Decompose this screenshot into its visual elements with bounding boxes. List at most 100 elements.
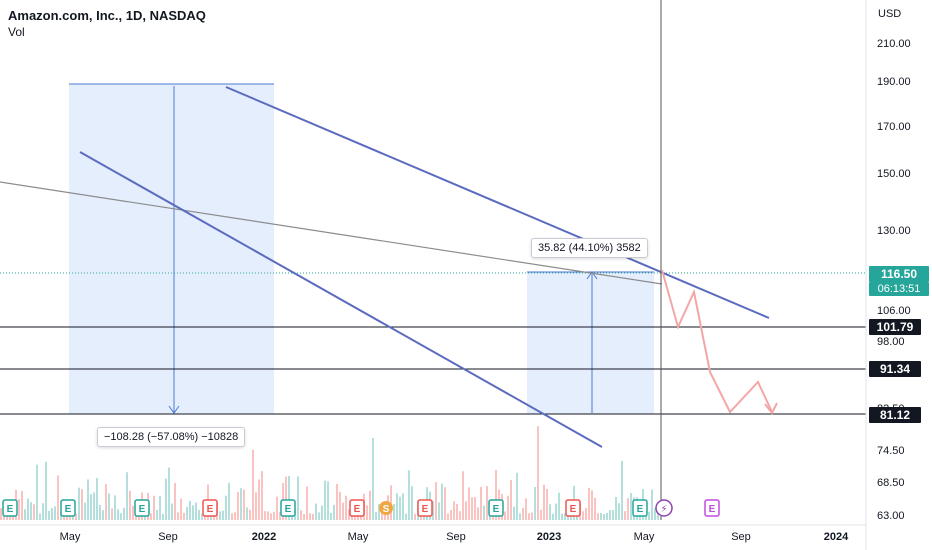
- volume-bar: [342, 502, 344, 520]
- event-letter: E: [207, 504, 214, 515]
- forecast-arrowhead: [764, 402, 778, 415]
- volume-bar: [468, 487, 470, 520]
- volume-bar: [96, 478, 98, 520]
- volume-bar: [117, 509, 119, 520]
- volume-bar: [243, 489, 245, 520]
- y-tick-label: 190.00: [877, 76, 911, 88]
- volume-bar: [60, 512, 62, 520]
- x-tick-label: Sep: [158, 531, 178, 543]
- volume-bar: [432, 501, 434, 520]
- event-letter: E: [709, 504, 716, 515]
- volume-bar: [279, 512, 281, 520]
- volume-bar: [450, 510, 452, 520]
- event-letter: E: [139, 504, 146, 515]
- volume-bar: [588, 487, 590, 520]
- volume-bar: [273, 511, 275, 520]
- volume-bar: [564, 513, 566, 520]
- volume-bar: [267, 511, 269, 520]
- volume-bar: [555, 503, 557, 520]
- volume-bar: [516, 472, 518, 520]
- volume-bar: [414, 513, 416, 520]
- volume-bar: [609, 510, 611, 520]
- volume-bar: [612, 509, 614, 520]
- lightning-event-glyph: ⚡: [660, 504, 667, 515]
- earnings-event-icon: [417, 499, 433, 517]
- measure-box-rise: [527, 272, 654, 414]
- volume-bar: [132, 505, 134, 520]
- volume-bar: [57, 475, 59, 520]
- volume-bar: [153, 495, 155, 520]
- volume-bar: [249, 509, 251, 520]
- volume-bar: [603, 513, 605, 520]
- volume-bar: [648, 511, 650, 520]
- volume-bar: [54, 506, 56, 520]
- volume-bar: [459, 511, 461, 520]
- volume-bar: [618, 503, 620, 520]
- volume-bar: [474, 497, 476, 520]
- volume-bar: [615, 496, 617, 520]
- forecast-path: [661, 269, 773, 414]
- volume-bar: [318, 512, 320, 520]
- volume-bar: [624, 511, 626, 520]
- volume-bar: [36, 464, 38, 520]
- measure-arrowhead-rise: [586, 271, 598, 280]
- volume-bar: [75, 513, 77, 520]
- volume-bar: [51, 507, 53, 520]
- volume-bar: [504, 511, 506, 520]
- volume-bar: [18, 499, 20, 520]
- volume-bar: [198, 509, 200, 520]
- volume-bar: [396, 493, 398, 520]
- volume-bar: [258, 479, 260, 520]
- volume-bar: [393, 504, 395, 520]
- volume-bar: [306, 486, 308, 520]
- volume-bar: [150, 513, 152, 520]
- volume-bar: [378, 503, 380, 520]
- volume-bar: [477, 507, 479, 520]
- volume-bar: [102, 510, 104, 520]
- volume-bar: [81, 489, 83, 520]
- volume-bar: [168, 467, 170, 520]
- measure-label-rise: 35.82 (44.10%) 3582: [531, 238, 648, 258]
- volume-bar: [45, 461, 47, 520]
- earnings-event-icon: [704, 499, 720, 517]
- y-tick-label: 63.00: [877, 510, 905, 522]
- volume-bar: [261, 471, 263, 520]
- volume-bar: [315, 503, 317, 520]
- x-tick-label: May: [60, 531, 81, 543]
- x-tick-label: Sep: [731, 531, 751, 543]
- y-tick-label: 106.00: [877, 305, 911, 317]
- volume-bar: [222, 510, 224, 520]
- volume-bar: [303, 513, 305, 520]
- volume-bar: [408, 470, 410, 520]
- countdown-tag: 06:13:51: [869, 282, 929, 296]
- volume-bar: [369, 490, 371, 520]
- volume-bar: [546, 488, 548, 520]
- volume-bar: [585, 508, 587, 520]
- earnings-event-icon: [349, 499, 365, 517]
- volume-bar: [189, 500, 191, 520]
- event-letter: E: [65, 504, 72, 515]
- event-letter: E: [422, 504, 429, 515]
- chart-header: Amazon.com, Inc., 1D, NASDAQ Vol: [8, 8, 206, 39]
- volume-bar: [111, 508, 113, 520]
- earnings-event-icon: [60, 499, 76, 517]
- gray-trendline: [0, 181, 663, 285]
- volume-bar: [327, 481, 329, 520]
- volume-bar: [390, 485, 392, 520]
- x-tick-label: 2024: [824, 531, 849, 543]
- event-letter: E: [493, 504, 500, 515]
- volume-bar: [438, 502, 440, 520]
- volume-bar: [270, 513, 272, 520]
- volume-bar: [246, 507, 248, 520]
- volume-bar: [87, 479, 89, 520]
- volume-bar: [522, 507, 524, 520]
- volume-bar: [543, 484, 545, 520]
- y-tick-label: 150.00: [877, 168, 911, 180]
- volume-bar: [528, 513, 530, 520]
- volume-bar: [264, 511, 266, 520]
- y-tick-label: 98.00: [877, 336, 905, 348]
- volume-bar: [240, 488, 242, 520]
- volume-bar: [177, 512, 179, 520]
- lightning-event-icon: [655, 499, 673, 517]
